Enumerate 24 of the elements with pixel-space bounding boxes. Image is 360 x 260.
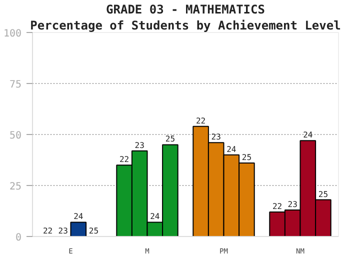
bar: [70, 222, 87, 236]
text: 24: [226, 144, 236, 154]
text: 22: [196, 116, 206, 126]
y-tick-label: 25: [9, 182, 22, 192]
chart-title: GRADE 03 - MATHEMATICS: [106, 2, 265, 16]
text: 24: [150, 212, 160, 222]
y-tick-label: 50: [9, 130, 22, 142]
text: 22: [272, 202, 282, 212]
y-tick-label: 75: [9, 80, 22, 90]
series-label: 23: [58, 226, 68, 236]
series-label: 22: [42, 226, 53, 236]
text: 25: [242, 153, 252, 162]
text: 23: [288, 200, 298, 209]
y-tick-label: 100: [3, 28, 22, 40]
text: 25: [165, 134, 176, 144]
series-label: 24: [74, 212, 84, 222]
chart-subtitle: Percentage of Students by Achievement Level: [30, 18, 341, 32]
text: 23: [134, 140, 144, 150]
text: 22: [119, 155, 130, 164]
text: 24: [303, 130, 313, 140]
text: 25: [318, 190, 328, 199]
y-tick-label: 0: [15, 232, 22, 244]
series-label: 25: [88, 226, 99, 236]
text: 23: [211, 132, 221, 142]
